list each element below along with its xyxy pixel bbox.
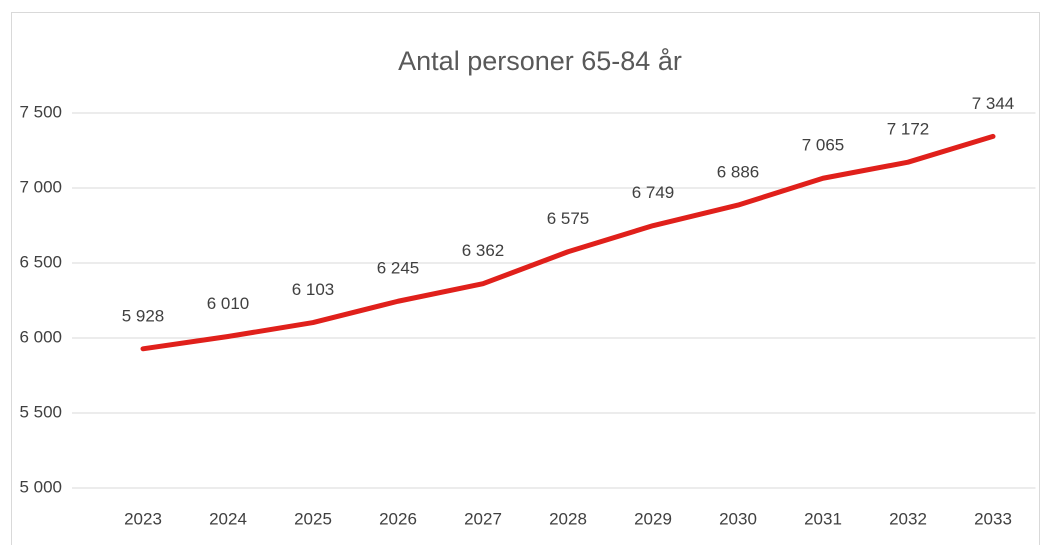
x-tick-label: 2024 (209, 509, 247, 528)
data-label: 6 362 (462, 241, 505, 260)
data-line (140, 133, 996, 352)
y-tick-label: 6 000 (19, 327, 62, 346)
data-label: 6 749 (632, 183, 675, 202)
data-label: 6 010 (207, 294, 250, 313)
y-tick-label: 5 000 (19, 477, 62, 496)
y-tick-label: 6 500 (19, 252, 62, 271)
x-tick-label: 2033 (974, 509, 1012, 528)
data-label: 7 065 (802, 136, 845, 155)
y-tick-label: 7 500 (19, 102, 62, 121)
x-tick-label: 2031 (804, 509, 842, 528)
data-label: 6 575 (547, 209, 590, 228)
x-tick-label: 2028 (549, 509, 587, 528)
y-tick-label: 7 000 (19, 177, 62, 196)
data-label: 6 245 (377, 259, 420, 278)
x-tick-label: 2027 (464, 509, 502, 528)
data-label: 6 886 (717, 163, 760, 182)
x-tick-label: 2030 (719, 509, 757, 528)
x-tick-label: 2023 (124, 509, 162, 528)
data-label: 6 103 (292, 280, 335, 299)
chart-title: Antal personer 65-84 år (398, 46, 682, 76)
y-tick-label: 5 500 (19, 402, 62, 421)
x-tick-label: 2025 (294, 509, 332, 528)
x-tick-label: 2029 (634, 509, 672, 528)
data-label: 7 172 (887, 120, 930, 139)
x-tick-label: 2026 (379, 509, 417, 528)
data-label: 5 928 (122, 306, 165, 325)
data-label: 7 344 (972, 94, 1015, 113)
x-tick-label: 2032 (889, 509, 927, 528)
chart-frame (11, 12, 1040, 545)
